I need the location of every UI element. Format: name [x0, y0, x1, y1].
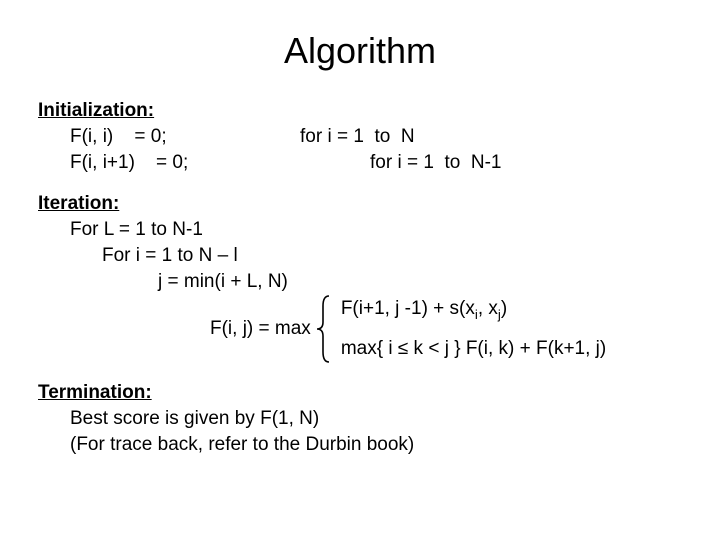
term-line-1: Best score is given by F(1, N) — [38, 406, 682, 432]
initialization-header: Initialization: — [38, 100, 682, 122]
max-label: F(i, j) = max — [210, 318, 311, 340]
max-expression: F(i, j) = max F(i+1, j -1) + s(xi, xj) m… — [38, 294, 682, 364]
term-line-2: (For trace back, refer to the Durbin boo… — [38, 432, 682, 458]
init-row-2: F(i, i+1) = 0; for i = 1 to N-1 — [38, 150, 682, 176]
iter-line-2: For i = 1 to N – l — [38, 243, 682, 269]
case1-pre: F(i+1, j -1) + s(x — [341, 298, 475, 319]
slide: Algorithm Initialization: F(i, i) = 0; f… — [0, 0, 720, 540]
slide-title: Algorithm — [38, 30, 682, 72]
case1-post: ) — [501, 298, 507, 319]
init-row-2-right: for i = 1 to N-1 — [300, 150, 501, 176]
init-row-1: F(i, i) = 0; for i = 1 to N — [38, 124, 682, 150]
case-2: max{ i ≤ k < j } F(i, k) + F(k+1, j) — [341, 338, 606, 360]
left-brace-icon — [315, 294, 333, 364]
init-row-2-left: F(i, i+1) = 0; — [70, 150, 300, 176]
iter-line-3: j = min(i + L, N) — [38, 269, 682, 295]
iteration-header: Iteration: — [38, 193, 682, 215]
case-1: F(i+1, j -1) + s(xi, xj) — [341, 298, 606, 322]
case1-mid: , x — [478, 298, 498, 319]
max-cases: F(i+1, j -1) + s(xi, xj) max{ i ≤ k < j … — [341, 298, 606, 360]
init-row-1-right: for i = 1 to N — [300, 124, 415, 150]
termination-header: Termination: — [38, 382, 682, 404]
iter-line-1: For L = 1 to N-1 — [38, 217, 682, 243]
init-row-1-left: F(i, i) = 0; — [70, 124, 300, 150]
